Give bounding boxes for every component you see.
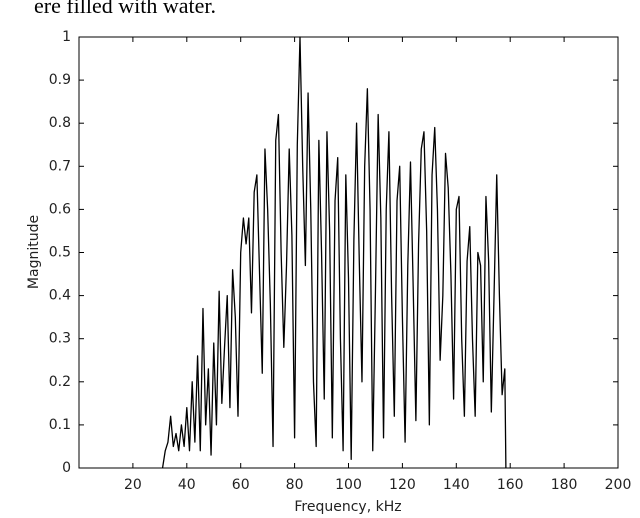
- y-tick-label: 0.7: [49, 158, 71, 174]
- y-tick-label: 0: [62, 460, 71, 476]
- x-tick-label: 200: [605, 477, 632, 493]
- y-tick-label: 1: [62, 29, 71, 45]
- plot-frame: [78, 36, 619, 469]
- y-tick-label: 0.3: [49, 331, 71, 347]
- y-tick-label: 0.8: [49, 115, 71, 131]
- y-tick-label: 0.9: [49, 72, 71, 88]
- y-tick-label: 0.6: [49, 201, 71, 217]
- x-tick-label: 120: [389, 477, 416, 493]
- context-text: ere filled with water.: [34, 0, 216, 18]
- x-tick-label: 180: [551, 477, 578, 493]
- y-tick-label: 0.4: [49, 288, 71, 304]
- x-tick-label: 160: [497, 477, 524, 493]
- y-axis-label: Magnitude: [26, 215, 42, 289]
- x-tick-label: 140: [443, 477, 470, 493]
- x-tick-label: 40: [178, 477, 196, 493]
- y-tick-label: 0.1: [49, 417, 71, 433]
- x-tick-label: 80: [286, 477, 304, 493]
- line: [161, 36, 507, 469]
- x-tick-label: 60: [232, 477, 250, 493]
- x-tick-label: 20: [124, 477, 142, 493]
- x-tick-label: 100: [335, 477, 362, 493]
- y-tick-label: 0.5: [49, 245, 71, 261]
- x-axis-label: Frequency, kHz: [294, 499, 401, 515]
- y-tick-label: 0.2: [49, 374, 71, 390]
